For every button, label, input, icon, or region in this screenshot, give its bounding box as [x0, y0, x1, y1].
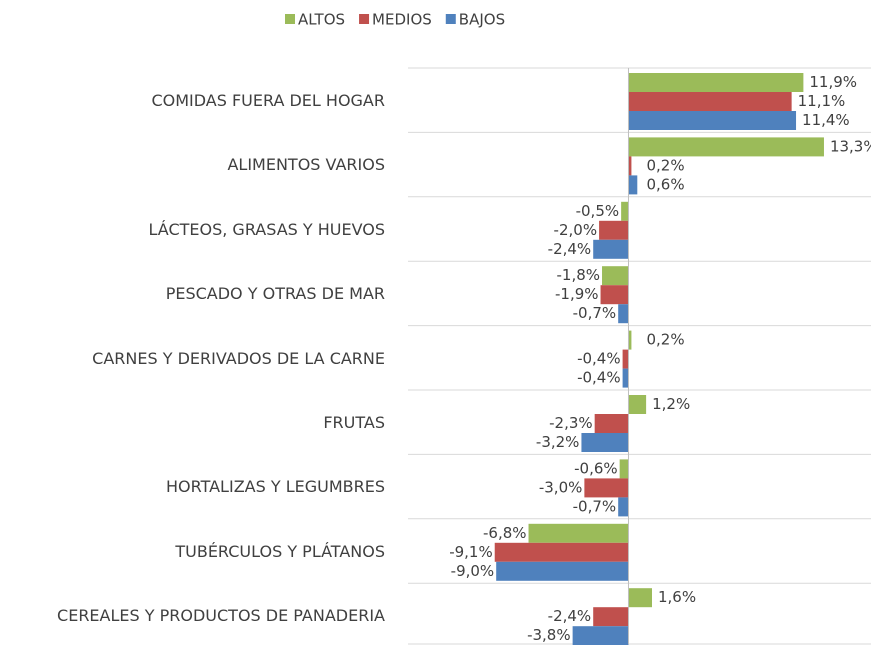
value-label: -1,9%	[555, 285, 599, 303]
bar	[628, 92, 792, 111]
category-label: COMIDAS FUERA DEL HOGAR	[151, 91, 385, 110]
category-label: PESCADO Y OTRAS DE MAR	[165, 284, 385, 304]
bar	[628, 111, 797, 130]
value-label: -0,5%	[576, 202, 620, 220]
bar	[628, 156, 632, 176]
value-label: -0,7%	[573, 497, 617, 515]
bar	[581, 433, 629, 452]
legend-swatch	[445, 14, 456, 24]
value-label: -3,2%	[536, 433, 580, 451]
bar	[621, 201, 629, 221]
category-label: HORTALIZAS Y LEGUMBRES	[166, 477, 385, 497]
bar	[622, 349, 629, 369]
value-label: 13,3%	[830, 137, 871, 155]
bar	[628, 137, 824, 157]
value-label: 1,2%	[652, 395, 690, 413]
bar	[593, 607, 629, 627]
value-label: -1,8%	[556, 266, 600, 284]
value-label: -9,0%	[451, 562, 495, 580]
value-label: -2,4%	[548, 607, 592, 625]
value-label: -3,0%	[539, 478, 583, 496]
bar	[600, 285, 629, 305]
value-label: -0,7%	[573, 304, 617, 322]
value-label: -0,6%	[574, 459, 618, 477]
value-label: 0,2%	[646, 156, 684, 174]
value-label: 0,2%	[646, 331, 684, 349]
value-label: 11,4%	[802, 111, 850, 129]
value-label: -9,1%	[449, 543, 493, 561]
category-label: CEREALES Y PRODUCTOS DE PANADERIA	[57, 606, 385, 626]
bar	[593, 239, 629, 259]
bar	[628, 330, 632, 350]
bar	[622, 368, 629, 388]
legend-label: ALTOS	[298, 11, 345, 29]
bar	[572, 626, 629, 645]
value-label: -2,3%	[549, 414, 593, 432]
legend-swatch	[285, 14, 295, 24]
bar	[496, 561, 629, 581]
bar	[628, 175, 638, 195]
legend-label: MEDIOS	[372, 11, 432, 29]
bar	[628, 588, 652, 608]
category-label: LÁCTEOS, GRASAS Y HUEVOS	[148, 219, 386, 239]
bar	[618, 304, 629, 324]
value-label: -2,0%	[554, 221, 598, 239]
legend-swatch	[359, 14, 370, 24]
value-label: 11,9%	[809, 73, 857, 91]
bar	[599, 220, 629, 240]
bar	[528, 523, 629, 543]
value-label: -3,8%	[527, 626, 571, 644]
legend-label: BAJOS	[459, 11, 505, 29]
bar	[594, 414, 629, 433]
value-label: 0,6%	[646, 175, 684, 193]
value-label: -0,4%	[577, 369, 621, 387]
bar	[602, 266, 629, 286]
bar	[494, 542, 629, 562]
value-label: -6,8%	[483, 524, 527, 542]
category-label: CARNES Y DERIVADOS DE LA CARNE	[92, 348, 385, 368]
bar	[628, 73, 804, 92]
bar	[584, 478, 629, 498]
bar	[628, 395, 647, 414]
value-label: 1,6%	[658, 588, 696, 606]
bar	[618, 497, 629, 517]
category-label: TUBÉRCULOS Y PLÁTANOS	[175, 541, 385, 561]
bar	[619, 459, 629, 479]
value-label: 11,1%	[798, 92, 846, 110]
category-label: ALIMENTOS VARIOS	[227, 155, 385, 175]
category-label: FRUTAS	[323, 413, 385, 432]
value-label: -2,4%	[548, 240, 592, 258]
value-label: -0,4%	[577, 350, 621, 368]
